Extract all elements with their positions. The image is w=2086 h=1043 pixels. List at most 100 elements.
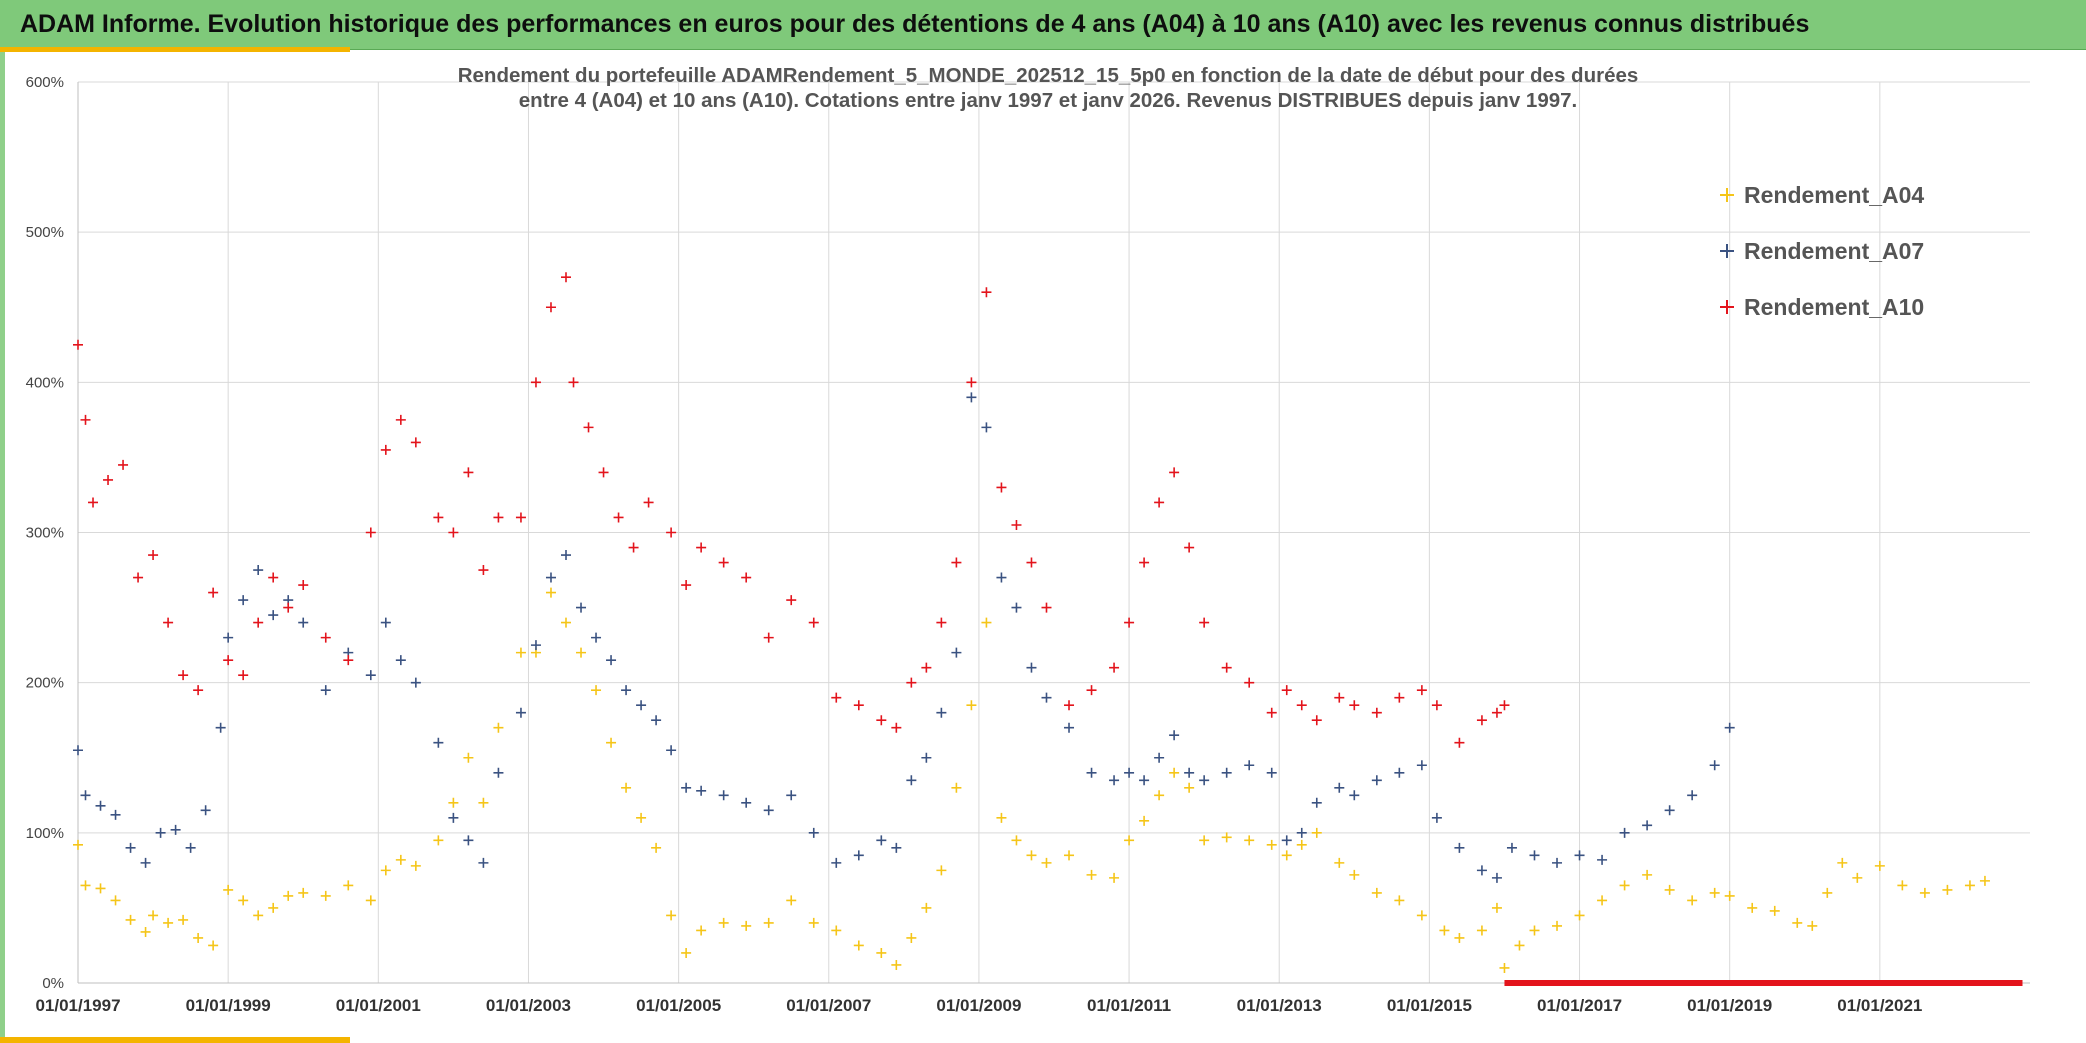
legend-label-a10: Rendement_A10 [1744, 294, 1924, 320]
point-a04-76 [1349, 869, 1360, 880]
point-a10-45 [808, 617, 819, 628]
x-tick-label-1999: 01/01/1999 [186, 996, 271, 1015]
point-a10-47 [853, 700, 864, 711]
point-a07-35 [621, 685, 632, 696]
point-a10-79 [1416, 685, 1427, 696]
point-a10-43 [763, 632, 774, 643]
point-a04-6 [148, 910, 159, 921]
point-a10-65 [1154, 497, 1165, 508]
point-a07-50 [906, 775, 917, 786]
point-a07-84 [1506, 842, 1517, 853]
point-a10-3 [103, 474, 114, 485]
point-a10-42 [741, 572, 752, 583]
point-a04-3 [110, 895, 121, 906]
point-a04-26 [478, 797, 489, 808]
point-a07-20 [380, 617, 391, 628]
point-a10-8 [163, 617, 174, 628]
point-a07-76 [1349, 790, 1360, 801]
point-a04-10 [208, 940, 219, 951]
point-a07-43 [763, 805, 774, 816]
point-a07-80 [1431, 812, 1442, 823]
point-a04-33 [591, 685, 602, 696]
chart-ticks: 0% 100% 200% 300% 400% 500% 600% 01/01/1997 01/0… [26, 74, 1923, 1015]
point-a07-3 [110, 809, 121, 820]
point-a10-4 [118, 459, 129, 470]
point-a04-77 [1371, 887, 1382, 898]
point-a10-27 [493, 512, 504, 523]
point-a04-23 [433, 835, 444, 846]
y-tick-label-300: 300% [26, 525, 64, 542]
point-a07-82 [1476, 865, 1487, 876]
point-a07-86 [1552, 857, 1563, 868]
point-a10-73 [1296, 700, 1307, 711]
point-a07-72 [1281, 835, 1292, 846]
point-a07-11 [223, 632, 234, 643]
point-a07-40 [696, 785, 707, 796]
x-tick-label-2007: 01/01/2007 [786, 996, 871, 1015]
point-a10-71 [1266, 707, 1277, 718]
point-a04-107 [1964, 880, 1975, 891]
point-a07-71 [1266, 767, 1277, 778]
point-a10-30 [545, 302, 556, 313]
point-a04-64 [1139, 815, 1150, 826]
point-a10-36 [628, 542, 639, 553]
point-a04-106 [1942, 884, 1953, 895]
point-a07-63 [1124, 767, 1135, 778]
point-a07-49 [891, 842, 902, 853]
point-a07-79 [1416, 760, 1427, 771]
point-a04-101 [1837, 857, 1848, 868]
point-a04-2 [95, 883, 106, 894]
point-a10-56 [996, 482, 1007, 493]
point-a10-1 [80, 414, 91, 425]
point-a10-11 [208, 587, 219, 598]
point-a10-10 [193, 685, 204, 696]
x-tick-label-2015: 01/01/2015 [1387, 996, 1472, 1015]
point-a10-31 [561, 272, 571, 283]
point-a10-81 [1454, 737, 1465, 748]
point-a04-30 [545, 587, 556, 598]
point-a04-4 [125, 914, 136, 925]
point-a04-17 [320, 890, 331, 901]
point-a04-1 [80, 880, 91, 891]
point-a04-97 [1769, 905, 1780, 916]
point-a10-15 [268, 572, 279, 583]
point-a04-34 [606, 737, 617, 748]
point-a07-75 [1334, 782, 1345, 793]
point-a07-42 [741, 797, 752, 808]
point-a07-14 [268, 610, 279, 621]
y-tick-label-0: 0% [42, 975, 64, 992]
point-a07-55 [981, 422, 992, 433]
point-a07-64 [1139, 775, 1150, 786]
point-a04-70 [1244, 835, 1255, 846]
point-a10-16 [283, 602, 294, 613]
point-a10-41 [718, 557, 729, 568]
point-a04-47 [853, 940, 864, 951]
point-a04-99 [1807, 920, 1818, 931]
point-a07-33 [591, 632, 602, 643]
point-a04-104 [1897, 880, 1908, 891]
point-a10-7 [148, 550, 159, 561]
point-a04-95 [1724, 890, 1735, 901]
point-a04-16 [298, 887, 309, 898]
point-a07-57 [1011, 602, 1022, 613]
point-a04-58 [1026, 850, 1037, 861]
point-a04-85 [1514, 940, 1525, 951]
point-a04-63 [1124, 835, 1135, 846]
y-tick-label-500: 500% [26, 224, 64, 241]
point-a07-12 [238, 595, 249, 606]
chart-legend: Rendement_A04 Rendement_A07 Rendement_A1… [1720, 182, 1924, 320]
point-a04-9 [193, 932, 204, 943]
point-a04-32 [576, 647, 587, 658]
point-a10-40 [696, 542, 707, 553]
point-a04-86 [1529, 925, 1540, 936]
point-a07-60 [1064, 722, 1075, 733]
point-a10-72 [1281, 685, 1292, 696]
point-a04-91 [1642, 869, 1653, 880]
point-a10-75 [1334, 692, 1345, 703]
point-a04-49 [891, 959, 902, 970]
point-a07-92 [1687, 790, 1698, 801]
point-a04-93 [1687, 895, 1698, 906]
point-a07-7 [170, 824, 181, 835]
point-a04-45 [808, 917, 819, 928]
point-a07-54 [966, 392, 977, 403]
